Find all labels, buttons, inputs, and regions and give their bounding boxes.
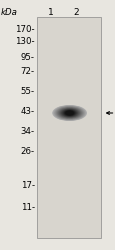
Ellipse shape bbox=[57, 107, 81, 119]
Ellipse shape bbox=[53, 106, 85, 120]
Ellipse shape bbox=[62, 110, 76, 116]
Ellipse shape bbox=[52, 105, 86, 121]
Text: 130-: 130- bbox=[15, 38, 34, 46]
Text: 1: 1 bbox=[47, 8, 53, 17]
Ellipse shape bbox=[58, 108, 80, 118]
Text: 26-: 26- bbox=[20, 148, 34, 156]
Text: 2: 2 bbox=[73, 8, 79, 17]
Ellipse shape bbox=[65, 110, 73, 116]
Ellipse shape bbox=[63, 110, 75, 116]
Ellipse shape bbox=[64, 110, 74, 116]
Ellipse shape bbox=[54, 106, 84, 120]
Text: kDa: kDa bbox=[1, 8, 18, 17]
Ellipse shape bbox=[53, 106, 85, 120]
Ellipse shape bbox=[57, 107, 81, 119]
Text: 95-: 95- bbox=[21, 52, 34, 62]
Bar bbox=[36, 17, 100, 238]
Ellipse shape bbox=[60, 108, 78, 118]
Ellipse shape bbox=[52, 105, 86, 121]
Ellipse shape bbox=[54, 106, 84, 120]
Text: 72-: 72- bbox=[20, 68, 34, 76]
Text: 43-: 43- bbox=[20, 106, 34, 116]
Text: 55-: 55- bbox=[20, 86, 34, 96]
Ellipse shape bbox=[63, 110, 75, 116]
Ellipse shape bbox=[59, 108, 79, 118]
Ellipse shape bbox=[58, 108, 80, 118]
Ellipse shape bbox=[60, 109, 78, 117]
Ellipse shape bbox=[56, 107, 82, 119]
Ellipse shape bbox=[61, 109, 77, 117]
Ellipse shape bbox=[59, 108, 79, 118]
Ellipse shape bbox=[56, 107, 82, 119]
Text: 17-: 17- bbox=[20, 180, 34, 190]
Ellipse shape bbox=[64, 110, 74, 116]
Ellipse shape bbox=[61, 109, 77, 117]
Text: 170-: 170- bbox=[15, 26, 34, 35]
Text: 34-: 34- bbox=[20, 126, 34, 136]
Text: 11-: 11- bbox=[20, 202, 34, 211]
Ellipse shape bbox=[55, 106, 83, 120]
